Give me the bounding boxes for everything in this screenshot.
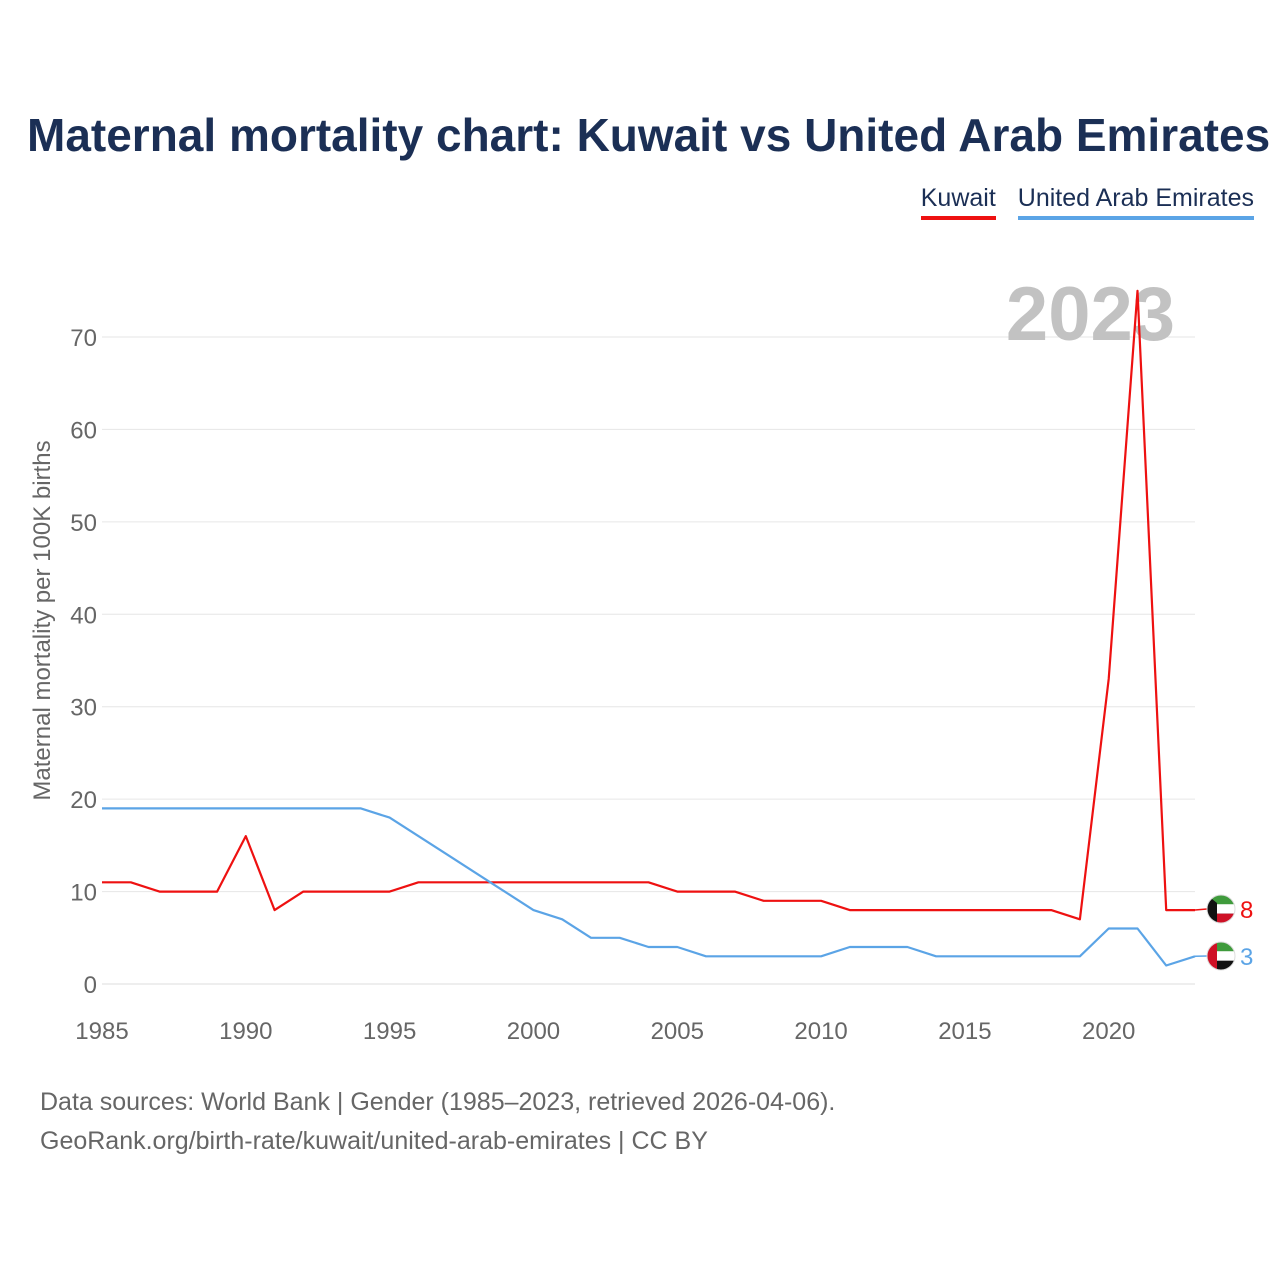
series-line-united-arab-emirates	[102, 807, 1196, 967]
y-tick-label-60: 60	[70, 417, 97, 444]
end-value-label-united-arab-emirates: 3	[1240, 944, 1253, 971]
flag-icon-kuwait	[1206, 894, 1236, 924]
flag-icon-united-arab-emirates	[1206, 941, 1236, 971]
x-tick-label-1990: 1990	[219, 1018, 272, 1045]
x-tick-label-1985: 1985	[75, 1018, 128, 1045]
chart-title: Maternal mortality chart: Kuwait vs Unit…	[27, 109, 1271, 161]
source-line-1: Data sources: World Bank | Gender (1985–…	[40, 1088, 836, 1116]
legend: Kuwait United Arab Emirates	[920, 184, 1254, 220]
legend-item-kuwait[interactable]: Kuwait	[920, 184, 996, 220]
series-line-kuwait	[102, 289, 1195, 921]
x-tick-label-2005: 2005	[651, 1018, 704, 1045]
x-tick-label-2015: 2015	[938, 1018, 991, 1045]
end-connector-kuwait	[1194, 908, 1208, 911]
year-watermark: 2023	[1006, 272, 1175, 357]
y-tick-label-70: 70	[70, 325, 97, 352]
y-tick-label-10: 10	[70, 880, 97, 907]
y-tick-label-50: 50	[70, 510, 97, 537]
x-tick-label-1995: 1995	[363, 1018, 416, 1045]
legend-item-united-arab-emirates[interactable]: United Arab Emirates	[1017, 184, 1254, 220]
y-axis-label: Maternal mortality per 100K births	[29, 440, 56, 800]
end-value-label-kuwait: 8	[1240, 897, 1253, 924]
x-tick-label-2000: 2000	[507, 1018, 560, 1045]
y-tick-label-40: 40	[70, 602, 97, 629]
y-tick-label-0: 0	[84, 972, 97, 999]
y-tick-label-30: 30	[70, 695, 97, 722]
source-line-2: GeoRank.org/birth-rate/kuwait/united-ara…	[40, 1127, 708, 1155]
x-tick-label-2010: 2010	[794, 1018, 847, 1045]
x-tick-label-2020: 2020	[1082, 1018, 1135, 1045]
y-tick-label-20: 20	[70, 787, 97, 814]
